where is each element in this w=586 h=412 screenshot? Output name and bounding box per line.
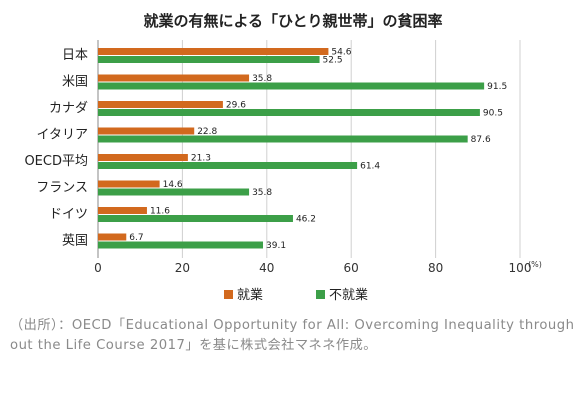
bar-unemployed <box>98 162 358 169</box>
bar-employed <box>98 48 329 55</box>
data-label: 87.6 <box>471 135 491 145</box>
category-label: フランス <box>36 181 88 196</box>
bar-unemployed <box>98 215 293 222</box>
category-label: イタリア <box>37 128 88 143</box>
bar-employed <box>98 127 195 135</box>
data-label: 54.6 <box>331 48 351 58</box>
data-label: 52.5 <box>323 56 343 66</box>
x-tick-label-100: 100 <box>509 261 532 275</box>
legend-swatch-employed <box>224 290 233 299</box>
category-label: 日本 <box>62 48 88 63</box>
bar-employed <box>98 180 160 188</box>
bar-unemployed <box>98 82 485 90</box>
bar-employed <box>98 233 127 241</box>
bar-unemployed <box>98 188 250 196</box>
data-label: 6.7 <box>129 233 143 243</box>
data-label: 35.8 <box>252 74 272 84</box>
category-label: 米国 <box>62 75 88 90</box>
category-label: ドイツ <box>49 207 88 222</box>
data-label: 91.5 <box>487 82 507 92</box>
data-label: 46.2 <box>296 215 316 225</box>
bar-employed <box>98 207 147 214</box>
chart: 就業の有無による「ひとり親世帯」の貧困率 0 20 40 60 80 100(%) 日本 54… <box>24 12 541 303</box>
bar-unemployed <box>98 56 320 63</box>
category-label: 英国 <box>62 234 88 249</box>
category-label: カナダ <box>49 101 88 116</box>
bar-employed <box>98 101 223 108</box>
legend-label-employed: 就業 <box>237 287 263 303</box>
source-note: （出所）：OECD「Educational Opportunity for Al… <box>10 318 575 353</box>
grid <box>97 40 521 258</box>
legend-swatch-unemployed <box>316 290 325 299</box>
bar-unemployed <box>98 109 480 116</box>
data-label: 29.6 <box>226 101 246 111</box>
bar-employed <box>98 74 250 82</box>
data-label: 61.4 <box>360 162 380 172</box>
category-label: OECD平均 <box>24 154 88 169</box>
x-tick-label-0: 0 <box>94 261 102 275</box>
bars <box>98 48 485 249</box>
legend-label-unemployed: 不就業 <box>329 287 368 303</box>
data-label: 22.8 <box>197 127 217 137</box>
data-label: 11.6 <box>150 207 170 217</box>
data-label: 35.8 <box>252 188 272 198</box>
data-label: 90.5 <box>483 109 503 119</box>
legend: 就業 不就業 <box>224 287 368 303</box>
x-tick-label-60: 60 <box>344 261 359 275</box>
data-label: 39.1 <box>266 241 286 251</box>
x-tick-label-20: 20 <box>175 261 190 275</box>
bar-unemployed <box>98 135 468 143</box>
bar-unemployed <box>98 241 264 249</box>
x-tick-label-80: 80 <box>428 261 443 275</box>
x-tick-label-40: 40 <box>259 261 274 275</box>
labels: 0 20 40 60 80 100(%) 日本 54.652.5 米国 35.8 91.5 カナダ 29… <box>24 48 541 276</box>
bar-employed <box>98 154 188 161</box>
data-label: 21.3 <box>191 154 211 164</box>
data-label: 14.6 <box>163 180 183 190</box>
chart-title: 就業の有無による「ひとり親世帯」の貧困率 <box>143 12 442 30</box>
x-unit-label: (%) <box>528 260 542 269</box>
